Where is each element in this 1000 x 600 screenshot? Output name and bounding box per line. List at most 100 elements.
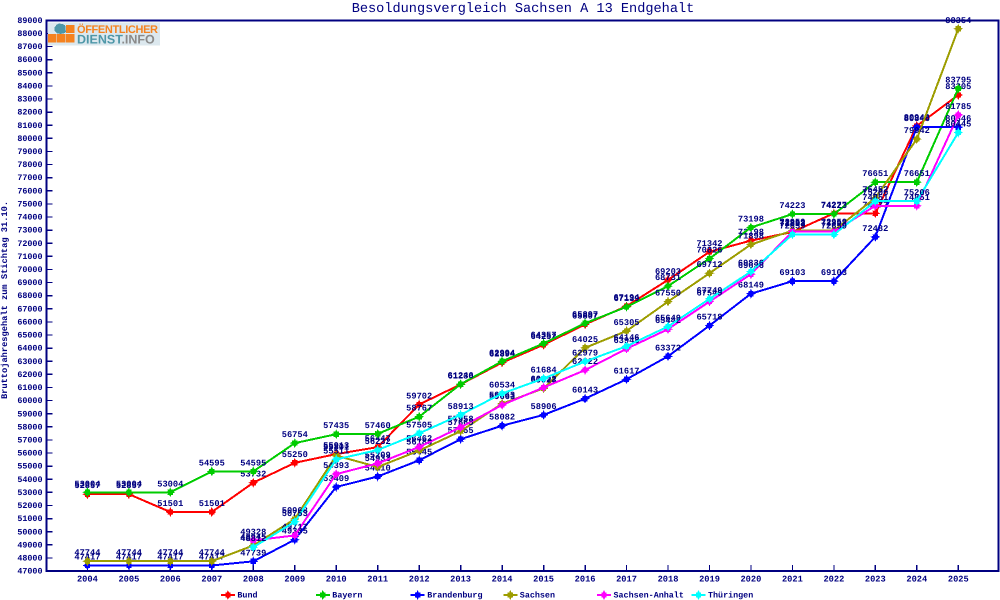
svg-text:67000: 67000 — [17, 304, 42, 314]
svg-text:61684: 61684 — [531, 366, 557, 376]
svg-text:80846: 80846 — [904, 114, 930, 124]
svg-text:2024: 2024 — [906, 575, 927, 585]
svg-text:ÖFFENTLICHER: ÖFFENTLICHER — [77, 23, 158, 36]
svg-text:47744: 47744 — [199, 548, 225, 558]
svg-text:55913: 55913 — [323, 441, 349, 451]
svg-text:66000: 66000 — [17, 318, 42, 328]
svg-text:55250: 55250 — [282, 450, 308, 460]
svg-text:65718: 65718 — [696, 313, 722, 323]
svg-text:80946: 80946 — [904, 113, 930, 123]
svg-text:74000: 74000 — [17, 213, 42, 223]
svg-text:2017: 2017 — [616, 575, 637, 585]
svg-text:64000: 64000 — [17, 344, 42, 354]
svg-text:75206: 75206 — [904, 188, 930, 198]
svg-text:84000: 84000 — [17, 82, 42, 92]
svg-text:79942: 79942 — [904, 126, 930, 136]
svg-text:83795: 83795 — [945, 76, 971, 86]
svg-text:58767: 58767 — [406, 404, 432, 414]
svg-text:2012: 2012 — [409, 575, 430, 585]
svg-text:81785: 81785 — [945, 102, 971, 112]
svg-text:71342: 71342 — [696, 239, 722, 249]
svg-text:51501: 51501 — [199, 499, 225, 509]
svg-text:54595: 54595 — [240, 458, 266, 468]
svg-text:72198: 72198 — [738, 228, 764, 238]
svg-text:65897: 65897 — [572, 310, 598, 320]
svg-text:60534: 60534 — [489, 381, 515, 391]
svg-text:47744: 47744 — [157, 548, 183, 558]
svg-text:64146: 64146 — [613, 333, 639, 343]
svg-text:67194: 67194 — [613, 293, 639, 303]
svg-text:57505: 57505 — [406, 420, 432, 430]
svg-text:65807: 65807 — [572, 311, 598, 321]
svg-text:76651: 76651 — [862, 169, 888, 179]
svg-text:2013: 2013 — [450, 575, 471, 585]
svg-text:Bruttojahresgehalt zum Stichta: Bruttojahresgehalt zum Stichtag 31.10. — [0, 201, 10, 399]
svg-text:73000: 73000 — [17, 226, 42, 236]
svg-text:89000: 89000 — [17, 16, 42, 26]
svg-text:72893: 72893 — [821, 219, 847, 229]
svg-text:61230: 61230 — [448, 371, 474, 381]
svg-text:72893: 72893 — [779, 219, 805, 229]
svg-text:69712: 69712 — [696, 260, 722, 270]
svg-text:74223: 74223 — [821, 201, 847, 211]
svg-text:49328: 49328 — [240, 528, 266, 538]
svg-text:72659: 72659 — [779, 222, 805, 232]
svg-text:79000: 79000 — [17, 147, 42, 157]
svg-text:72959: 72959 — [779, 218, 805, 228]
svg-text:Thüringen: Thüringen — [708, 591, 753, 600]
svg-text:69103: 69103 — [821, 268, 847, 278]
svg-text:64252: 64252 — [531, 332, 557, 342]
svg-text:55209: 55209 — [365, 450, 391, 460]
svg-text:56232: 56232 — [365, 437, 391, 447]
svg-text:65442: 65442 — [655, 316, 681, 326]
svg-text:75206: 75206 — [862, 188, 888, 198]
svg-text:69636: 69636 — [738, 261, 764, 271]
svg-text:64025: 64025 — [572, 335, 598, 345]
svg-text:2018: 2018 — [658, 575, 679, 585]
svg-text:56000: 56000 — [17, 449, 42, 459]
svg-text:58906: 58906 — [531, 402, 557, 412]
svg-text:2010: 2010 — [326, 575, 347, 585]
svg-text:2019: 2019 — [699, 575, 720, 585]
svg-text:50753: 50753 — [282, 509, 308, 519]
svg-text:88000: 88000 — [17, 29, 42, 39]
svg-text:74223: 74223 — [779, 201, 805, 211]
svg-text:57000: 57000 — [17, 436, 42, 446]
svg-text:85000: 85000 — [17, 68, 42, 78]
svg-text:67550: 67550 — [655, 289, 681, 299]
svg-text:2025: 2025 — [948, 575, 969, 585]
svg-text:80000: 80000 — [17, 134, 42, 144]
svg-text:63000: 63000 — [17, 357, 42, 367]
svg-text:76651: 76651 — [904, 169, 930, 179]
svg-text:58913: 58913 — [448, 402, 474, 412]
svg-text:72482: 72482 — [862, 224, 888, 234]
svg-text:2022: 2022 — [823, 575, 844, 585]
svg-text:48000: 48000 — [17, 554, 42, 564]
svg-text:80445: 80445 — [945, 120, 971, 130]
svg-text:67139: 67139 — [613, 294, 639, 304]
svg-text:55511: 55511 — [323, 446, 349, 456]
svg-text:75000: 75000 — [17, 200, 42, 210]
svg-text:2008: 2008 — [243, 575, 264, 585]
svg-text:60143: 60143 — [572, 386, 598, 396]
svg-text:51000: 51000 — [17, 514, 42, 524]
svg-text:55000: 55000 — [17, 462, 42, 472]
svg-text:Bund: Bund — [237, 591, 257, 600]
svg-text:82000: 82000 — [17, 108, 42, 118]
svg-text:2004: 2004 — [77, 575, 98, 585]
svg-text:72959: 72959 — [821, 218, 847, 228]
svg-text:2016: 2016 — [575, 575, 596, 585]
svg-text:47744: 47744 — [116, 548, 142, 558]
svg-text:77000: 77000 — [17, 173, 42, 183]
svg-text:61246: 61246 — [448, 371, 474, 381]
svg-text:50000: 50000 — [17, 527, 42, 537]
svg-text:78000: 78000 — [17, 160, 42, 170]
svg-text:47744: 47744 — [74, 548, 100, 558]
svg-text:Brandenburg: Brandenburg — [427, 591, 482, 600]
svg-text:53004: 53004 — [157, 479, 183, 489]
svg-text:72853: 72853 — [779, 219, 805, 229]
svg-text:63948: 63948 — [613, 336, 639, 346]
svg-text:2023: 2023 — [865, 575, 886, 585]
svg-text:59000: 59000 — [17, 409, 42, 419]
svg-text:69836: 69836 — [738, 259, 764, 269]
